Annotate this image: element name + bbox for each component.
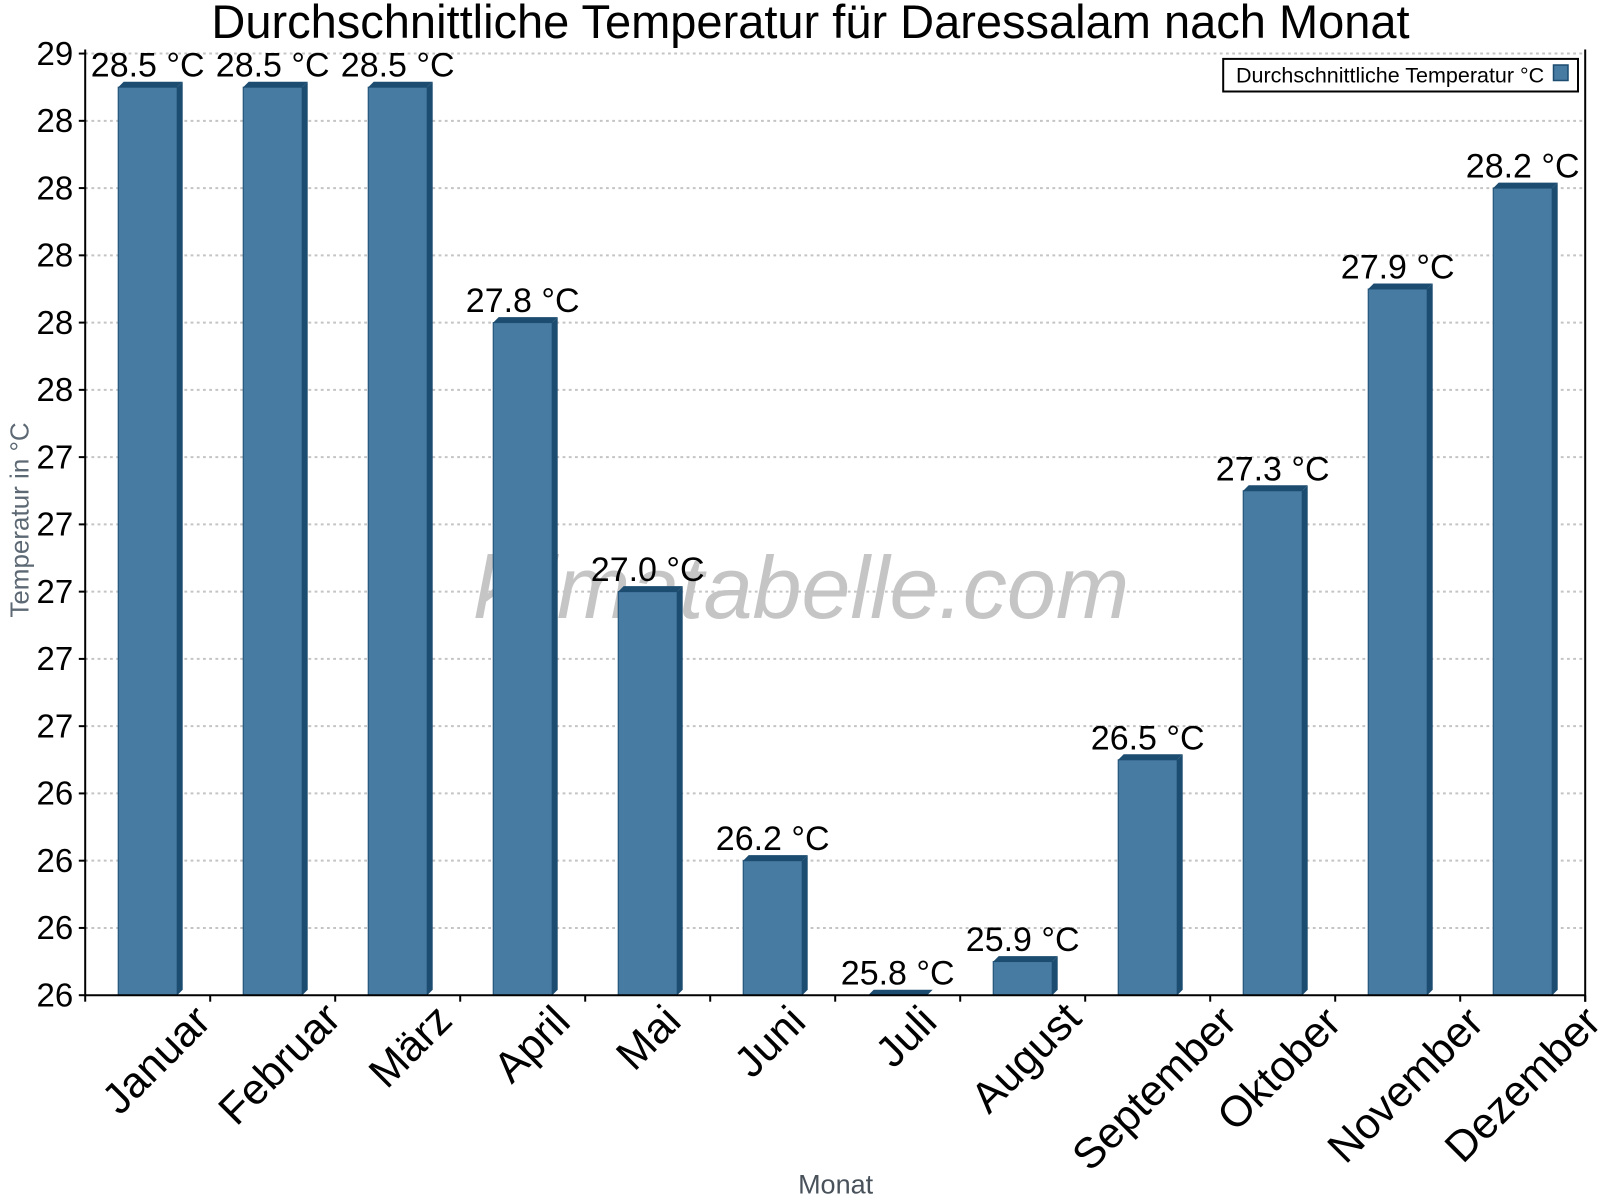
svg-text:25.8 °C: 25.8 °C [841,955,955,993]
svg-text:28: 28 [36,304,73,341]
svg-text:28.2 °C: 28.2 °C [1466,148,1580,186]
svg-text:Durchschnittliche Temperatur °: Durchschnittliche Temperatur °C [1236,64,1544,88]
svg-text:27.3 °C: 27.3 °C [1216,450,1330,488]
svg-text:28.5 °C: 28.5 °C [341,47,455,85]
svg-text:26: 26 [36,977,73,1014]
svg-text:28: 28 [36,102,73,139]
svg-text:Durchschnittliche Temperatur f: Durchschnittliche Temperatur für Daressa… [211,0,1409,48]
svg-text:27.9 °C: 27.9 °C [1341,248,1455,286]
svg-text:27: 27 [36,707,73,744]
svg-text:28.5 °C: 28.5 °C [216,47,330,85]
svg-text:28: 28 [36,169,73,206]
svg-text:26: 26 [36,909,73,946]
svg-text:25.9 °C: 25.9 °C [966,921,1080,959]
svg-text:26.2 °C: 26.2 °C [716,820,830,858]
svg-text:26: 26 [36,842,73,879]
svg-text:27: 27 [36,640,73,677]
svg-text:27.0 °C: 27.0 °C [591,551,705,589]
svg-text:Temperatur in °C: Temperatur in °C [5,422,35,617]
svg-text:28: 28 [36,371,73,408]
svg-text:27.8 °C: 27.8 °C [466,282,580,320]
svg-text:27: 27 [36,438,73,475]
svg-text:Monat: Monat [798,1170,874,1200]
svg-text:27: 27 [36,573,73,610]
svg-text:klimatabelle.com: klimatabelle.com [474,538,1129,637]
svg-text:28: 28 [36,237,73,274]
svg-text:26: 26 [36,775,73,812]
svg-text:28.5 °C: 28.5 °C [91,47,205,85]
svg-text:27: 27 [36,506,73,543]
svg-text:26.5 °C: 26.5 °C [1091,719,1205,757]
svg-text:29: 29 [36,35,73,72]
